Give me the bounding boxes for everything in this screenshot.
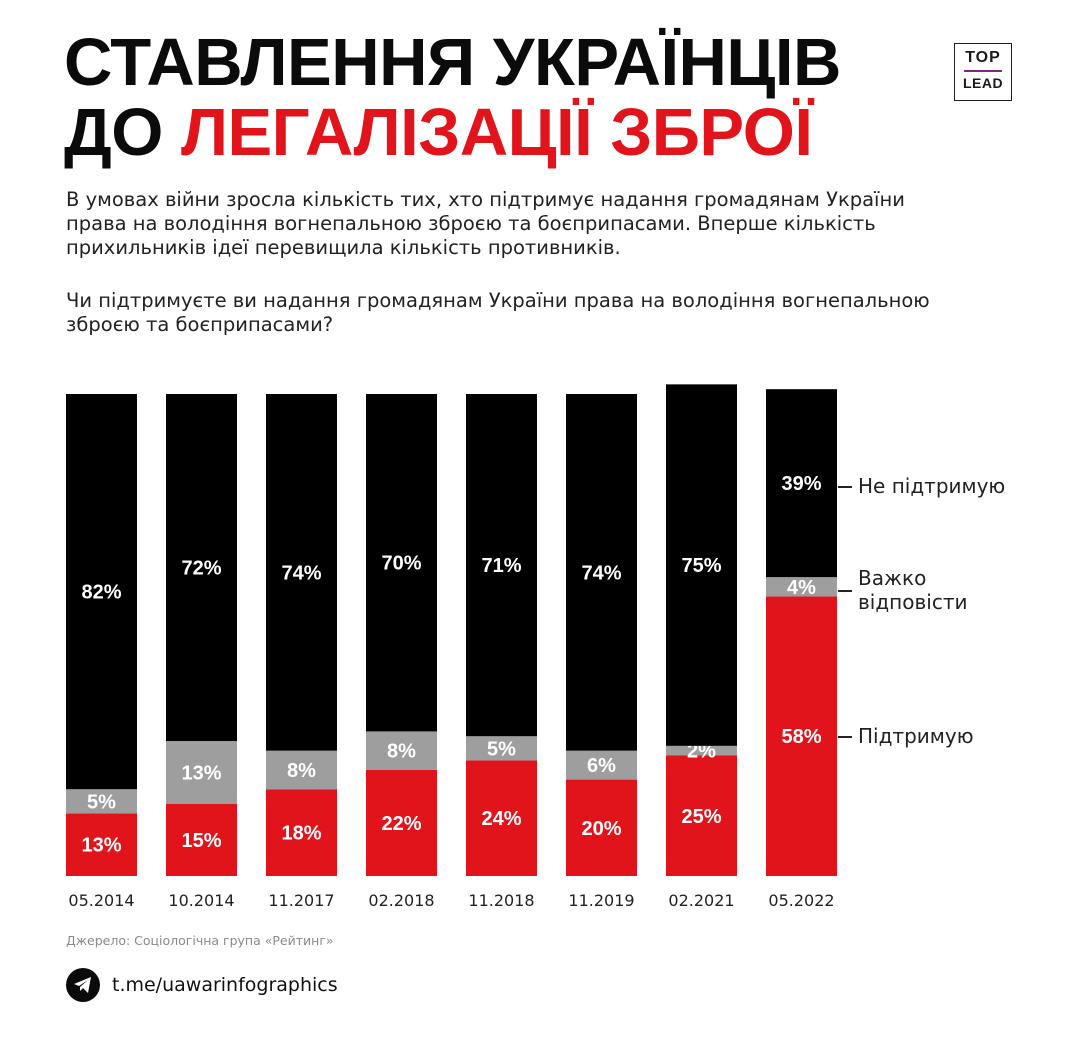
bar-segment [66,789,137,814]
intro-text: В умовах війни зросла кількість тих, хто… [66,188,905,259]
data-label: 75% [681,555,721,577]
data-label: 8% [287,760,316,782]
bar-segment [766,596,837,876]
bar-segment [66,394,137,790]
bar-segment [566,779,637,876]
logo-bottom-text: LEAD [962,75,1004,91]
title-accent: ЛЕГАЛІЗАЦІЇ ЗБРОЇ [180,95,813,170]
bar-segment [566,750,637,780]
title-line-1: СТАВЛЕННЯ УКРАЇНЦІВ [64,25,841,100]
telegram-icon[interactable] [66,968,100,1002]
data-label: 5% [487,738,516,760]
logo-top-text: TOP [965,49,1001,66]
survey-question: Чи підтримуєте ви надання громадянам Укр… [66,289,930,336]
bar-segment [366,394,437,732]
legend-hard: Важко відповісти [858,566,968,614]
logo-divider [964,70,1002,72]
bar-segment [266,750,337,790]
x-tick-label: 02.2018 [368,891,434,910]
toplead-logo: TOP LEAD [954,43,1012,101]
legend-oppose: Не підтримую [858,474,1006,498]
data-label: 39% [781,473,821,495]
data-label: 15% [181,830,221,852]
bar-segment [366,731,437,770]
data-label: 13% [181,762,221,784]
bar-segment [766,577,837,597]
bar-segment [566,394,637,751]
data-label: 18% [281,823,321,845]
data-label: 2% [687,741,716,763]
stacked-bar-chart: 13% 5% 82% 05.2014 15% 13% 72% 10.2014 18% 8% 74% 1… [66,384,837,910]
telegram-link[interactable]: t.me/uawarinfographics [112,974,338,996]
x-tick-label: 02.2021 [668,891,734,910]
data-label: 82% [81,582,121,604]
legend-support: Підтримую [858,724,974,748]
bar-segment [366,769,437,876]
data-label: 70% [381,553,421,575]
data-label: 20% [581,818,621,840]
legend-connector-support [838,736,852,738]
bar-segment [466,394,537,737]
x-tick-label: 11.2018 [468,891,534,910]
data-label: 13% [81,835,121,857]
bar-segment [266,394,337,751]
bar-segment [266,789,337,876]
page-title: СТАВЛЕННЯ УКРАЇНЦІВ ДО ЛЕГАЛІЗАЦІЇ ЗБРОЇ [64,28,841,168]
source-note: Джерело: Соціологічна група «Рейтинг» [66,933,334,948]
bar-segment [466,736,537,761]
bar-segment [666,755,737,876]
bar-segment [666,745,737,756]
legend-connector-hard [838,590,852,592]
data-label: 4% [787,577,816,599]
bar-segment [166,741,237,804]
bar-segment [166,803,237,876]
x-tick-label: 11.2019 [568,891,634,910]
x-tick-label: 05.2022 [768,891,834,910]
data-label: 8% [387,741,416,763]
data-label: 25% [681,806,721,828]
title-prefix: ДО [64,95,181,170]
data-label: 71% [481,555,521,577]
bar-segment [666,384,737,746]
x-tick-label: 05.2014 [68,891,134,910]
data-label: 72% [181,558,221,580]
bar-segment [466,760,537,876]
bar-segment [166,394,237,742]
data-label: 24% [481,808,521,830]
data-label: 6% [587,755,616,777]
title-line-2: ДО ЛЕГАЛІЗАЦІЇ ЗБРОЇ [64,98,841,168]
legend-connector-oppose [838,486,852,488]
data-label: 74% [281,562,321,584]
data-label: 22% [381,813,421,835]
x-tick-label: 11.2017 [268,891,334,910]
bar-segment [66,813,137,876]
x-tick-label: 10.2014 [168,891,234,910]
data-label: 74% [581,562,621,584]
data-label: 5% [87,791,116,813]
bar-segment [766,389,837,578]
data-label: 58% [781,726,821,748]
